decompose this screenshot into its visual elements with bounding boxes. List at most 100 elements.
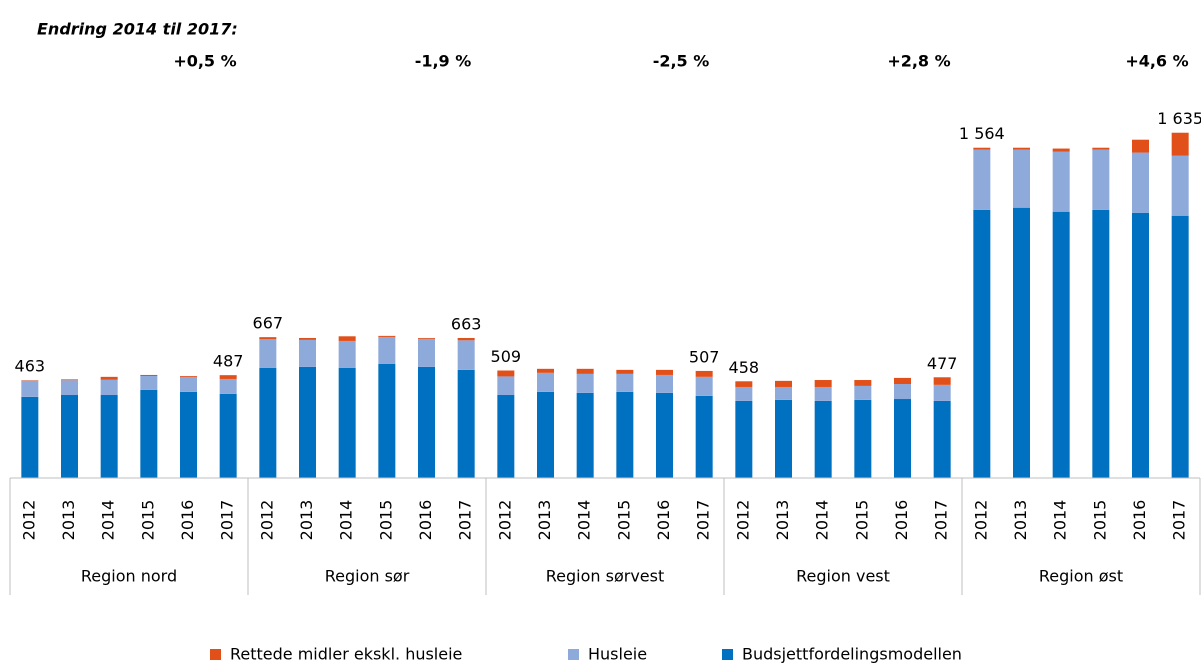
bar-segment xyxy=(299,337,316,340)
bar-segment xyxy=(656,369,673,375)
x-tick-label: 2017 xyxy=(694,500,713,541)
x-tick-label: 2015 xyxy=(376,500,395,541)
bar-segment xyxy=(1092,209,1110,478)
bar-segment xyxy=(537,372,554,392)
bar-segment xyxy=(1052,148,1070,152)
x-tick-label: 2015 xyxy=(1090,500,1109,541)
total-label: 458 xyxy=(729,358,760,377)
bar-segment xyxy=(537,368,554,373)
bar-segment xyxy=(735,381,753,387)
bar-segment xyxy=(299,366,316,478)
bar-segment xyxy=(140,374,158,377)
bar-segment xyxy=(259,339,277,368)
x-tick-label: 2012 xyxy=(257,500,276,541)
bar-segment xyxy=(378,335,396,337)
change-label: +0,5 % xyxy=(173,52,236,71)
x-tick-label: 2015 xyxy=(138,500,157,541)
bar-segment xyxy=(1132,139,1149,153)
x-tick-label: 2014 xyxy=(337,500,356,541)
bar-segment xyxy=(854,380,872,386)
total-label: 477 xyxy=(927,354,958,373)
bar-segment xyxy=(656,374,673,393)
legend-swatch xyxy=(568,649,579,660)
total-label: 1 564 xyxy=(959,124,1005,143)
bar-segment xyxy=(1092,147,1110,150)
bar-segment xyxy=(854,385,872,400)
x-tick-label: 2017 xyxy=(932,500,951,541)
bar-segment xyxy=(457,369,475,478)
change-label: -1,9 % xyxy=(415,52,472,71)
x-tick-label: 2016 xyxy=(416,500,435,541)
change-label: -2,5 % xyxy=(653,52,710,71)
annotation-title: Endring 2014 til 2017: xyxy=(37,20,238,39)
bar-segment xyxy=(854,399,872,478)
bar-segment xyxy=(973,209,991,478)
bar-segment xyxy=(1171,155,1189,216)
bar-segment xyxy=(1013,149,1030,208)
bar-segment xyxy=(180,376,197,377)
total-label: 463 xyxy=(15,357,46,376)
bar-segment xyxy=(219,375,237,379)
bar-segment xyxy=(140,389,158,478)
bar-segment xyxy=(418,366,435,478)
bar-segment xyxy=(775,380,792,387)
bar-segment xyxy=(61,379,78,381)
x-tick-label: 2013 xyxy=(773,500,792,541)
bar-segment xyxy=(338,336,356,341)
x-tick-label: 2013 xyxy=(1011,500,1030,541)
x-tick-label: 2016 xyxy=(1130,500,1149,541)
bar-segment xyxy=(576,373,594,393)
legend-swatch xyxy=(210,649,221,660)
x-tick-label: 2016 xyxy=(654,500,673,541)
x-tick-label: 2012 xyxy=(733,500,752,541)
change-label: +4,6 % xyxy=(1125,52,1188,71)
bar-segment xyxy=(656,392,673,478)
bar-segment xyxy=(814,386,832,401)
bar-segment xyxy=(418,337,435,339)
bar-segment xyxy=(775,399,792,478)
bar-segment xyxy=(735,400,753,478)
bar-segment xyxy=(616,373,634,392)
bar-segment xyxy=(457,337,475,341)
bar-segment xyxy=(418,338,435,367)
bar-segment xyxy=(219,378,237,394)
bar-segment xyxy=(338,367,356,478)
bar-segment xyxy=(933,400,951,478)
legend-swatch xyxy=(722,649,733,660)
bar-segment xyxy=(100,379,118,396)
x-tick-label: 2013 xyxy=(297,500,316,541)
group-label: Region vest xyxy=(796,567,890,586)
x-tick-label: 2012 xyxy=(19,500,38,541)
bar-segment xyxy=(180,391,197,478)
bar-segment xyxy=(378,336,396,364)
bar-segment xyxy=(21,396,39,478)
bar-segment xyxy=(814,380,832,387)
bar-segment xyxy=(1171,132,1189,156)
bar-segment xyxy=(497,376,515,396)
bar-segment xyxy=(775,386,792,400)
bar-segment xyxy=(735,386,753,401)
x-tick-label: 2016 xyxy=(178,500,197,541)
x-tick-label: 2014 xyxy=(575,500,594,541)
bar-segment xyxy=(180,376,197,392)
bar-segment xyxy=(894,377,911,385)
x-tick-label: 2013 xyxy=(59,500,78,541)
bar-segment xyxy=(894,399,911,478)
x-tick-label: 2014 xyxy=(813,500,832,541)
bar-segment xyxy=(695,376,713,396)
x-tick-label: 2016 xyxy=(892,500,911,541)
total-label: 487 xyxy=(213,352,244,371)
bar-segment xyxy=(537,391,554,478)
group-label: Region nord xyxy=(81,567,177,586)
total-label: 507 xyxy=(689,347,720,366)
bar-segment xyxy=(1052,151,1070,212)
total-label: 1 635 xyxy=(1157,109,1201,128)
legend-label: Budsjettfordelingsmodellen xyxy=(742,645,962,664)
bar-segment xyxy=(1092,149,1110,210)
bar-segment xyxy=(695,395,713,478)
bar-segment xyxy=(497,395,515,478)
bar-segment xyxy=(616,391,634,478)
bar-segment xyxy=(140,376,158,390)
x-tick-label: 2012 xyxy=(495,500,514,541)
bar-segment xyxy=(576,368,594,374)
